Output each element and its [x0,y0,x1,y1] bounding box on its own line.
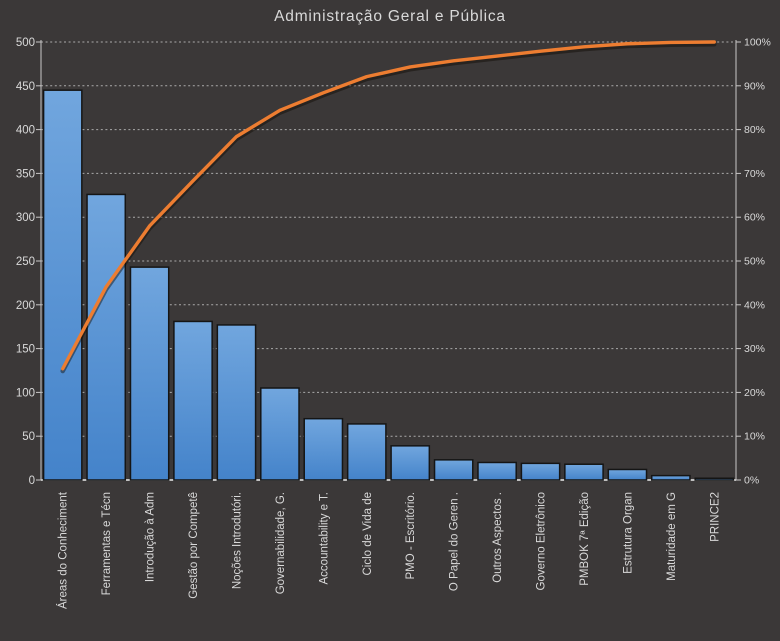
category-label: PMBOK 7ª Edição [579,492,591,586]
y-axis-tick-label: 150 [16,344,35,356]
bar-10 [433,459,474,481]
bar-12 [520,462,561,481]
category-label: Ferramentas e Técn [101,492,113,595]
bar-13 [564,463,604,481]
bar-4 [173,320,213,481]
pct-axis-tick-label: 10% [744,431,765,443]
category-label: Governo Eletrônico [536,492,548,590]
bar-5 [216,324,257,481]
pct-axis-tick-label: 90% [744,80,765,92]
pct-axis-tick-label: 30% [744,343,765,355]
category-label: Introdução à Adm [145,492,157,582]
category-label: Governabilidade, G. [275,492,287,594]
y-axis-tick-label: 400 [16,125,35,137]
bar-11 [477,461,517,481]
bar-2 [86,193,127,481]
pct-axis-tick-label: 20% [744,387,765,399]
pct-axis-tick-label: 70% [744,168,765,180]
chart-title: Administração Geral e Pública [274,8,506,25]
pct-axis-tick-label: 100% [744,37,771,49]
pct-axis-tick-label: 60% [744,212,765,224]
y-axis-tick-label: 200 [16,300,35,312]
bar-7 [303,417,344,481]
bar-9 [390,445,431,481]
y-axis-tick-label: 50 [22,431,35,443]
y-axis-tick-label: 100 [16,387,35,399]
y-axis-tick-label: 250 [16,256,35,268]
category-label: O Papel do Geren . [449,492,461,591]
category-label: Ciclo de Vida de [362,492,374,576]
pct-axis-tick-label: 40% [744,299,765,311]
category-label: Noções Introdutóri. [231,492,243,589]
y-axis-tick-label: 500 [16,37,35,49]
bar-1 [42,89,83,481]
cumulative-line [61,40,716,371]
category-label: Gestão por Competê [188,492,200,599]
pct-axis-tick-label: 80% [744,124,765,136]
bar-3 [129,266,170,481]
pct-axis-tick-label: 0% [744,475,759,487]
pct-axis-tick-label: 50% [744,256,765,268]
category-label: Outros Aspectos . [492,492,504,583]
bar-8 [346,423,387,481]
bar-6 [260,387,300,481]
category-label: Accountability e T. [318,492,330,584]
category-label: PRINCE2 [709,492,721,542]
y-axis-tick-label: 0 [29,475,35,487]
category-label: Maturidade em G [666,492,678,581]
bar-14 [607,468,648,481]
bar-15 [650,474,691,481]
category-label: Áreas do Conheciment [57,491,70,609]
y-axis-tick-label: 450 [16,81,35,93]
category-label: Estrutura Organ [622,492,634,574]
y-axis-tick-label: 350 [16,168,35,180]
bar-16 [694,477,735,481]
category-label: PMO - Escritório. [405,492,417,580]
y-axis-tick-label: 300 [16,212,35,224]
